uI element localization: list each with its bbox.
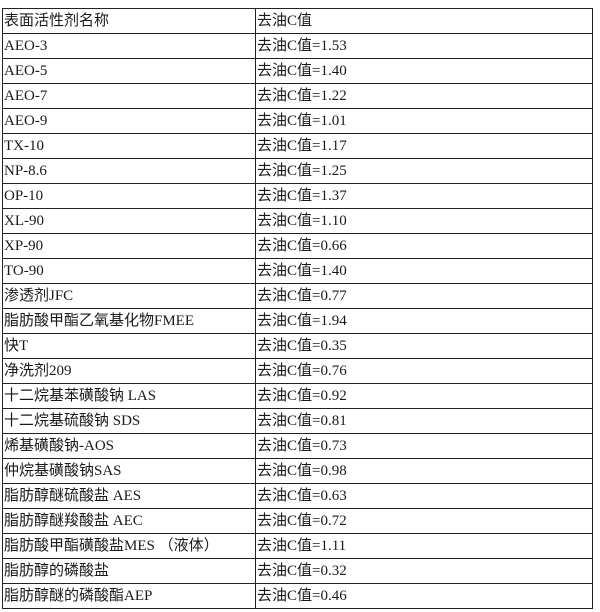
surfactant-name-cell: 净洗剂209 [2, 358, 256, 384]
degreasing-value-cell: 去油C值=0.81 [255, 408, 593, 434]
surfactant-name-cell: 脂肪酸甲酯磺酸盐MES （液体） [2, 533, 256, 559]
header-surfactant-name: 表面活性剂名称 [2, 8, 256, 34]
table-row: 十二烷基硫酸钠 SDS 去油C值=0.81 [2, 408, 593, 434]
table-row: AEO-9 去油C值=1.01 [2, 108, 593, 134]
surfactant-name-cell: 渗透剂JFC [2, 283, 256, 309]
table-row: 脂肪醇醚羧酸盐 AEC 去油C值=0.72 [2, 508, 593, 534]
table-row: 脂肪醇醚硫酸盐 AES 去油C值=0.63 [2, 483, 593, 509]
degreasing-value-cell: 去油C值=1.01 [255, 108, 593, 134]
degreasing-value-cell: 去油C值=1.25 [255, 158, 593, 184]
degreasing-value-cell: 去油C值=1.10 [255, 208, 593, 234]
degreasing-value-cell: 去油C值=0.66 [255, 233, 593, 259]
header-degreasing-c-value: 去油C值 [255, 8, 593, 34]
table-row: 渗透剂JFC 去油C值=0.77 [2, 283, 593, 309]
surfactant-name-cell: AEO-9 [2, 108, 256, 134]
degreasing-value-cell: 去油C值=0.98 [255, 458, 593, 484]
table-row: TX-10 去油C值=1.17 [2, 133, 593, 159]
table-row: XL-90 去油C值=1.10 [2, 208, 593, 234]
surfactant-name-cell: OP-10 [2, 183, 256, 209]
surfactant-name-cell: XP-90 [2, 233, 256, 259]
degreasing-value-cell: 去油C值=1.17 [255, 133, 593, 159]
degreasing-value-cell: 去油C值=0.73 [255, 433, 593, 459]
surfactant-name-cell: XL-90 [2, 208, 256, 234]
surfactant-name-cell: 脂肪醇醚的磷酸酯AEP [2, 583, 256, 609]
table-row: 仲烷基磺酸钠SAS 去油C值=0.98 [2, 458, 593, 484]
table-row: 脂肪醇醚的磷酸酯AEP 去油C值=0.46 [2, 583, 593, 609]
table-row: 净洗剂209 去油C值=0.76 [2, 358, 593, 384]
surfactant-name-cell: 烯基磺酸钠-AOS [2, 433, 256, 459]
degreasing-value-cell: 去油C值=1.22 [255, 83, 593, 109]
surfactant-degreasing-table: 表面活性剂名称 去油C值 AEO-3 去油C值=1.53 AEO-5 去油C值=1.4… [2, 8, 593, 609]
surfactant-name-cell: 脂肪醇醚硫酸盐 AES [2, 483, 256, 509]
table-row: TO-90 去油C值=1.40 [2, 258, 593, 284]
table-row: XP-90 去油C值=0.66 [2, 233, 593, 259]
degreasing-value-cell: 去油C值=0.77 [255, 283, 593, 309]
surfactant-name-cell: TX-10 [2, 133, 256, 159]
surfactant-name-cell: TO-90 [2, 258, 256, 284]
degreasing-value-cell: 去油C值=0.92 [255, 383, 593, 409]
degreasing-value-cell: 去油C值=0.35 [255, 333, 593, 359]
table-header-row: 表面活性剂名称 去油C值 [2, 8, 593, 34]
table-row: 脂肪酸甲酯磺酸盐MES （液体） 去油C值=1.11 [2, 533, 593, 559]
surfactant-name-cell: AEO-7 [2, 83, 256, 109]
degreasing-value-cell: 去油C值=0.76 [255, 358, 593, 384]
degreasing-value-cell: 去油C值=1.40 [255, 58, 593, 84]
surfactant-name-cell: NP-8.6 [2, 158, 256, 184]
table-row: OP-10 去油C值=1.37 [2, 183, 593, 209]
surfactant-name-cell: 脂肪醇的磷酸盐 [2, 558, 256, 584]
degreasing-value-cell: 去油C值=1.40 [255, 258, 593, 284]
table-row: NP-8.6 去油C值=1.25 [2, 158, 593, 184]
surfactant-name-cell: AEO-3 [2, 33, 256, 59]
degreasing-value-cell: 去油C值=0.32 [255, 558, 593, 584]
surfactant-name-cell: 仲烷基磺酸钠SAS [2, 458, 256, 484]
surfactant-name-cell: 十二烷基硫酸钠 SDS [2, 408, 256, 434]
table-row: AEO-3 去油C值=1.53 [2, 33, 593, 59]
surfactant-name-cell: 脂肪酸甲酯乙氧基化物FMEE [2, 308, 256, 334]
degreasing-value-cell: 去油C值=0.46 [255, 583, 593, 609]
table-row: 脂肪醇的磷酸盐 去油C值=0.32 [2, 558, 593, 584]
table-row: 快T 去油C值=0.35 [2, 333, 593, 359]
table-row: 十二烷基苯磺酸钠 LAS 去油C值=0.92 [2, 383, 593, 409]
surfactant-name-cell: AEO-5 [2, 58, 256, 84]
table-row: AEO-5 去油C值=1.40 [2, 58, 593, 84]
degreasing-value-cell: 去油C值=0.63 [255, 483, 593, 509]
table-row: 脂肪酸甲酯乙氧基化物FMEE 去油C值=1.94 [2, 308, 593, 334]
surfactant-name-cell: 脂肪醇醚羧酸盐 AEC [2, 508, 256, 534]
degreasing-value-cell: 去油C值=0.72 [255, 508, 593, 534]
table-row: AEO-7 去油C值=1.22 [2, 83, 593, 109]
degreasing-value-cell: 去油C值=1.94 [255, 308, 593, 334]
degreasing-value-cell: 去油C值=1.37 [255, 183, 593, 209]
degreasing-value-cell: 去油C值=1.11 [255, 533, 593, 559]
surfactant-name-cell: 快T [2, 333, 256, 359]
degreasing-value-cell: 去油C值=1.53 [255, 33, 593, 59]
table-row: 烯基磺酸钠-AOS 去油C值=0.73 [2, 433, 593, 459]
surfactant-name-cell: 十二烷基苯磺酸钠 LAS [2, 383, 256, 409]
